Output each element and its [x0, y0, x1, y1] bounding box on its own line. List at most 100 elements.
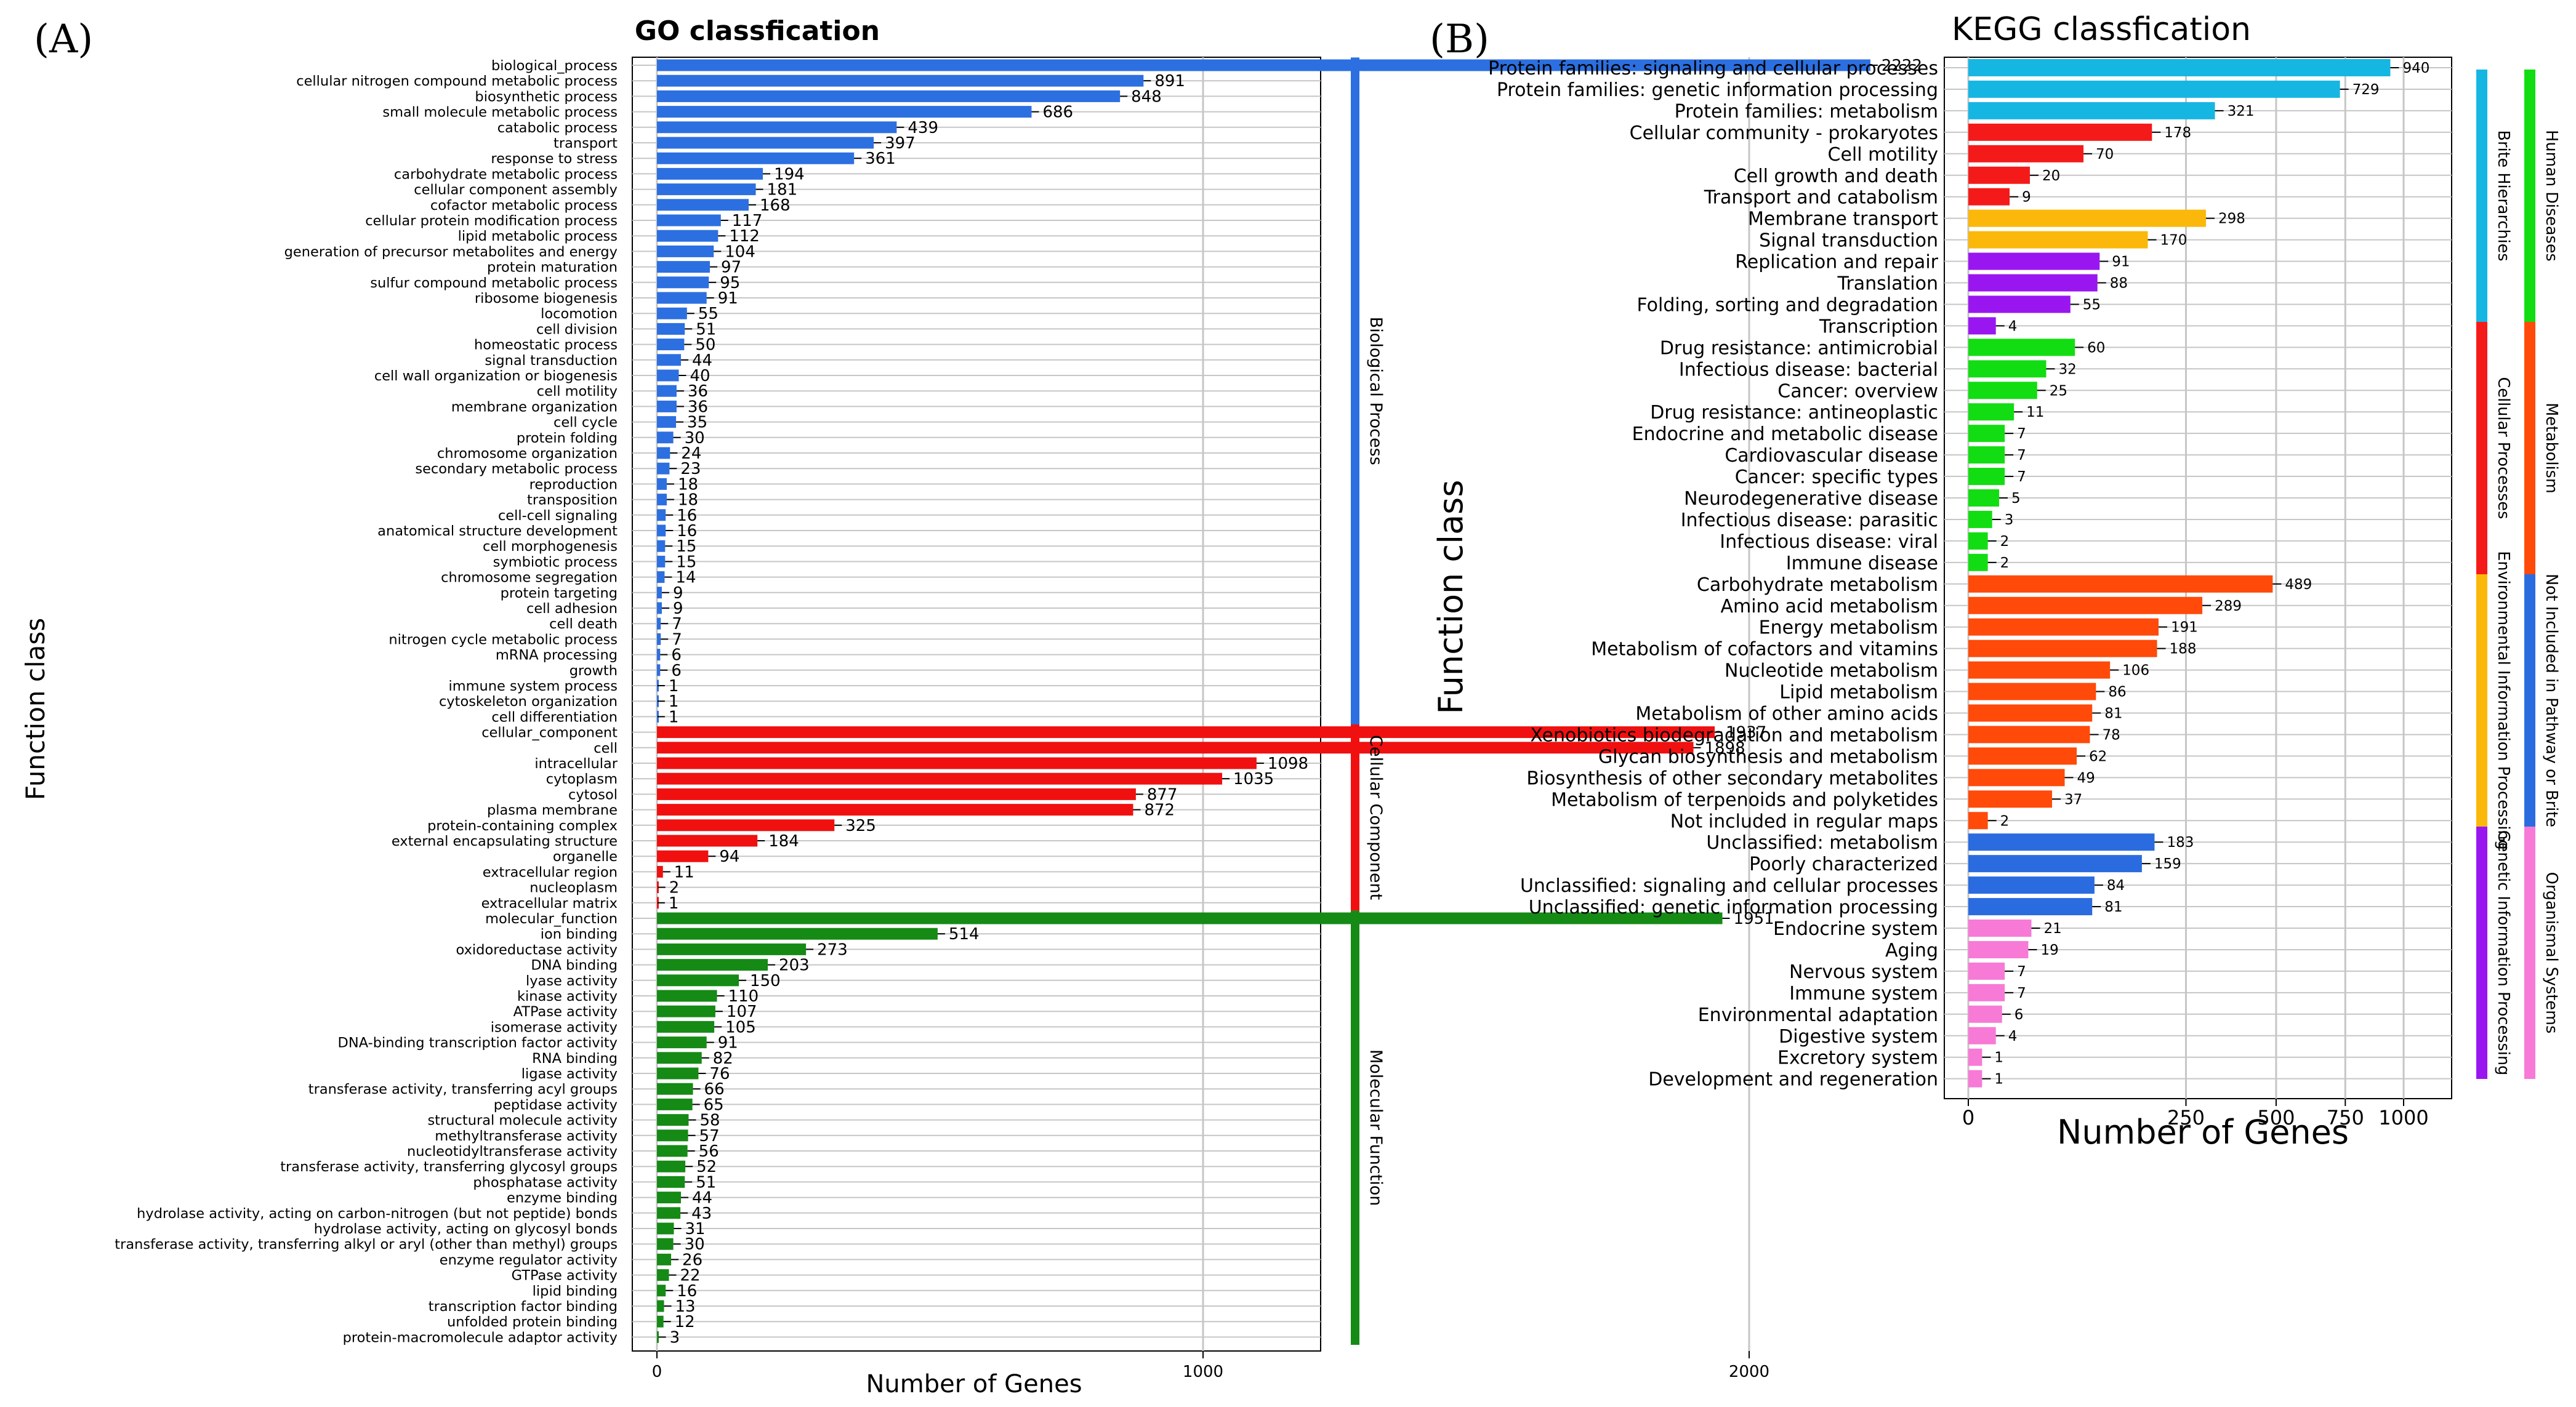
go-category-label: plasma membrane [487, 803, 618, 819]
go-bar [657, 524, 666, 537]
kegg-bar [1968, 166, 2030, 184]
kegg-bar [1968, 575, 2273, 593]
go-bar-value: 891 [1154, 72, 1185, 90]
go-bar [657, 199, 749, 211]
go-category-label: generation of precursor metabolites and … [284, 244, 618, 260]
kegg-bar [1968, 661, 2111, 679]
go-bar-value: 194 [774, 165, 805, 183]
go-category-label: cellular component assembly [414, 182, 618, 198]
go-bar [657, 990, 717, 1002]
kegg-category-label: Drug resistance: antimicrobial [1660, 337, 1938, 359]
kegg-bar-value: 321 [2228, 103, 2255, 119]
go-bar [657, 587, 662, 599]
kegg-bar [1968, 683, 2096, 700]
go-category-label: immune system process [448, 678, 618, 694]
kegg-bar-value: 7 [2017, 964, 2026, 980]
kegg-category-label: Biosynthesis of other secondary metaboli… [1526, 768, 1938, 789]
go-category-label: cellular_component [481, 725, 618, 741]
go-bar-value: 9 [673, 584, 683, 603]
go-bar-value: 877 [1147, 785, 1178, 804]
go-category-label: cell morphogenesis [483, 539, 618, 555]
go-bar-value: 94 [719, 848, 739, 866]
go-bar-value: 104 [725, 243, 755, 261]
go-bar-value: 76 [709, 1065, 730, 1083]
go-bar-value: 13 [675, 1297, 696, 1316]
go-bar-value: 7 [672, 630, 682, 649]
kegg-legend-label-left: Cellular Processes [2494, 377, 2513, 519]
kegg-bar-value: 4 [2008, 1028, 2018, 1044]
kegg-bar-value: 37 [2064, 792, 2082, 808]
go-bar-value: 3 [670, 1328, 680, 1347]
kegg-bar-value: 19 [2040, 942, 2058, 958]
kegg-y-axis-label: Function class [1431, 480, 1470, 715]
go-bar [657, 726, 1715, 739]
go-category-label: isomerase activity [491, 1019, 618, 1035]
go-bar [657, 1036, 707, 1049]
kegg-category-label: Cardiovascular disease [1725, 445, 1938, 467]
kegg-bar-value: 489 [2285, 577, 2312, 593]
go-bar [657, 59, 1870, 71]
go-bar [657, 385, 677, 397]
go-category-label: external encapsulating structure [392, 833, 618, 849]
kegg-bar-value: 159 [2154, 856, 2181, 872]
kegg-bar-value: 91 [2112, 254, 2130, 270]
go-bar-value: 1 [669, 677, 679, 695]
go-bar [657, 1238, 674, 1250]
go-bar-value: 7 [672, 615, 682, 633]
go-bar-value: 1 [669, 692, 679, 711]
kegg-category-label: Unclassified: signaling and cellular pro… [1520, 875, 1938, 897]
go-x-tick-label: 1000 [1183, 1363, 1223, 1381]
go-category-label: ion binding [541, 926, 618, 942]
go-category-label: transferase activity, transferring alkyl… [115, 1237, 618, 1253]
go-bar-value: 9 [673, 599, 683, 618]
kegg-category-label: Transport and catabolism [1704, 187, 1938, 209]
kegg-legend-bar-right [2524, 827, 2535, 1079]
go-category-label: hydrolase activity, acting on carbon-nit… [137, 1206, 618, 1222]
go-bar [657, 276, 709, 289]
go-category-label: GTPase activity [512, 1268, 618, 1284]
go-legend-label: Biological Process [1366, 317, 1385, 465]
go-category-label: protein folding [517, 430, 618, 446]
kegg-category-label: Lipid metabolism [1779, 682, 1938, 704]
go-bar [657, 1114, 689, 1126]
go-category-label: DNA binding [531, 958, 618, 974]
go-category-label: hydrolase activity, acting on glycosyl b… [314, 1221, 618, 1237]
kegg-category-label: Protein families: signaling and cellular… [1488, 58, 1938, 79]
go-category-label: lipid metabolic process [458, 228, 618, 244]
kegg-legend-label-right: Not Included in Pathway or Brite [2542, 574, 2561, 827]
kegg-bar [1968, 360, 2047, 378]
kegg-bar-value: 170 [2160, 233, 2188, 249]
go-panel: (A) GO classfication Number of Genes Fun… [20, 15, 1922, 1398]
go-bar [657, 772, 1223, 785]
go-bar-value: 18 [678, 491, 698, 510]
kegg-bar-value: 70 [2096, 146, 2114, 162]
kegg-bar-value: 20 [2042, 168, 2060, 184]
kegg-bar-value: 81 [2104, 706, 2122, 722]
go-category-label: transport [553, 135, 618, 151]
go-bar-value: 82 [713, 1049, 733, 1068]
kegg-category-label: Unclassified: metabolism [1706, 832, 1938, 854]
go-bar-value: 14 [675, 569, 696, 587]
kegg-bar [1968, 596, 2203, 614]
go-bar-value: 107 [727, 1003, 757, 1021]
go-category-label: protein-macromolecule adaptor activity [343, 1329, 618, 1345]
go-bar [657, 1098, 693, 1110]
go-bar-value: 65 [704, 1096, 724, 1114]
go-bar [657, 1129, 688, 1142]
go-bar-value: 31 [685, 1220, 705, 1238]
kegg-category-label: Xenobiotics biodegradation and metabolis… [1530, 724, 1938, 746]
go-legend-label: Cellular Component [1366, 735, 1385, 900]
go-bar-value: 16 [677, 1282, 697, 1301]
go-category-label: membrane organization [451, 399, 618, 415]
go-bar-value: 1898 [1705, 739, 1745, 758]
go-bar [657, 881, 659, 894]
go-category-label: cellular protein modification process [365, 213, 618, 229]
go-bar [657, 943, 807, 955]
go-bar-value: 514 [949, 925, 980, 944]
go-bar-value: 16 [677, 507, 697, 525]
go-bar-value: 848 [1131, 87, 1162, 106]
go-bar [657, 1285, 666, 1297]
go-category-label: enzyme binding [507, 1190, 618, 1206]
go-category-label: cytoskeleton organization [439, 694, 618, 710]
go-category-label: nitrogen cycle metabolic process [388, 631, 618, 647]
